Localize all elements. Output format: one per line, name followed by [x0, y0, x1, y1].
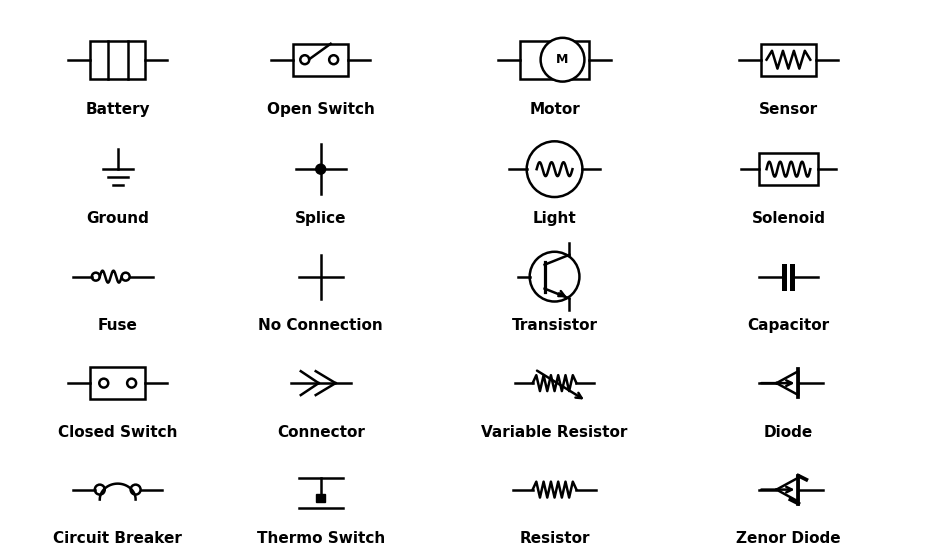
Text: Fuse: Fuse [97, 318, 137, 333]
Text: Solenoid: Solenoid [752, 211, 825, 226]
Bar [293, 44, 348, 76]
Circle shape [316, 164, 325, 174]
Circle shape [99, 378, 108, 388]
Bar [90, 367, 145, 399]
Bar [758, 153, 819, 185]
Text: Splice: Splice [295, 211, 347, 226]
Text: Diode: Diode [764, 425, 813, 440]
Text: Closed Switch: Closed Switch [58, 425, 177, 440]
Text: Motor: Motor [529, 102, 580, 117]
Bar [761, 44, 816, 76]
Circle shape [131, 485, 141, 494]
Circle shape [529, 252, 579, 301]
Circle shape [527, 141, 582, 197]
Text: Connector: Connector [277, 425, 364, 440]
Circle shape [121, 273, 130, 280]
Text: No Connection: No Connection [259, 318, 383, 333]
Text: Transistor: Transistor [512, 318, 598, 333]
Text: Circuit Breaker: Circuit Breaker [53, 531, 182, 546]
Circle shape [540, 38, 584, 81]
Text: Thermo Switch: Thermo Switch [257, 531, 385, 546]
Bar [316, 493, 325, 502]
Bar [90, 41, 145, 79]
Text: Resistor: Resistor [519, 531, 590, 546]
Text: Variable Resistor: Variable Resistor [481, 425, 628, 440]
Text: Capacitor: Capacitor [747, 318, 830, 333]
Text: Battery: Battery [85, 102, 150, 117]
Text: Sensor: Sensor [759, 102, 818, 117]
Text: Open Switch: Open Switch [267, 102, 375, 117]
Text: Zenor Diode: Zenor Diode [736, 531, 841, 546]
Circle shape [127, 378, 136, 388]
Text: M: M [556, 53, 568, 66]
Circle shape [92, 273, 100, 280]
Bar [520, 41, 590, 79]
Circle shape [95, 485, 105, 494]
Circle shape [300, 55, 310, 64]
Text: Light: Light [533, 211, 577, 226]
Text: Ground: Ground [86, 211, 149, 226]
Circle shape [329, 55, 338, 64]
